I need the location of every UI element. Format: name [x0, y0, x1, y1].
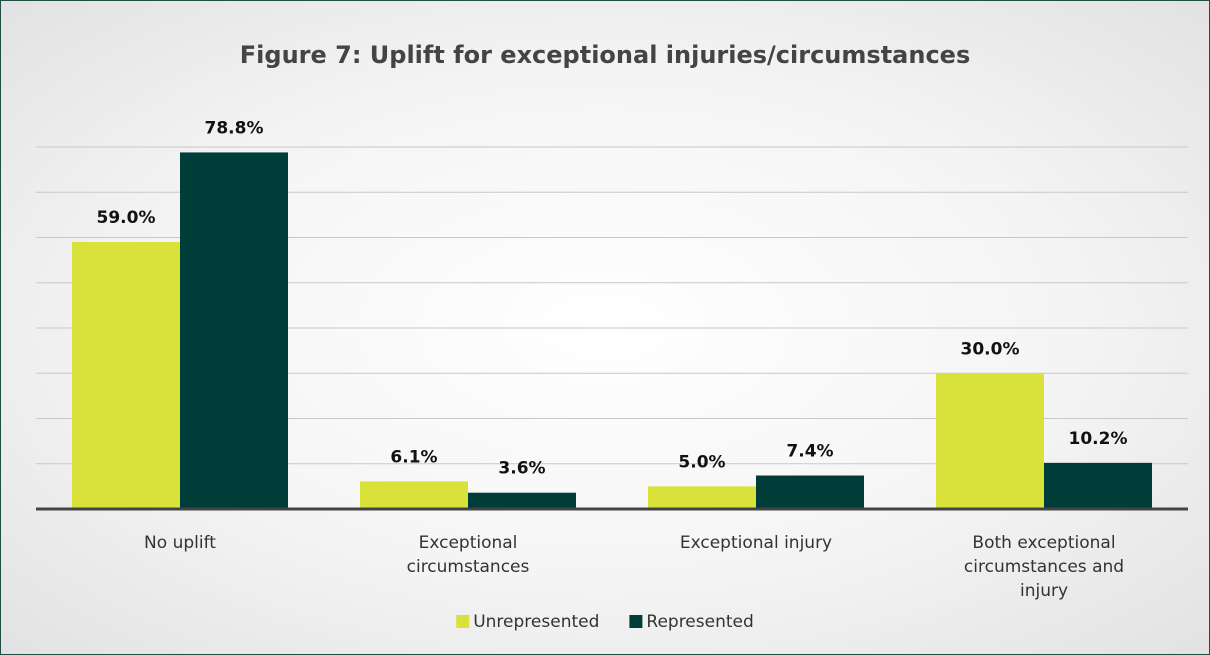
x-tick-label: No uplift — [144, 533, 216, 553]
bar — [360, 481, 468, 509]
legend-label: Represented — [646, 612, 753, 632]
bar — [72, 242, 180, 509]
legend-swatch — [456, 615, 470, 628]
data-label: 3.6% — [498, 459, 545, 479]
bar — [468, 492, 576, 509]
legend-swatch — [629, 615, 643, 628]
data-label: 59.0% — [97, 208, 156, 228]
data-label: 7.4% — [786, 442, 833, 462]
legend-label: Unrepresented — [473, 612, 599, 632]
data-label: 6.1% — [390, 447, 437, 467]
chart-title: Figure 7: Uplift for exceptional injurie… — [240, 41, 970, 69]
x-tick-label: Exceptional injury — [679, 533, 833, 553]
data-label: 10.2% — [1069, 429, 1128, 449]
bar — [648, 486, 756, 509]
data-label: 30.0% — [961, 339, 1020, 359]
x-tick-label: Both exceptional circumstances and injur… — [963, 533, 1125, 601]
bar — [180, 152, 288, 509]
data-label: 5.0% — [678, 452, 725, 472]
bar — [756, 475, 864, 509]
x-tick-label: Exceptional circumstances — [406, 533, 530, 577]
bar — [1044, 462, 1152, 509]
bar — [936, 373, 1044, 509]
data-label: 78.8% — [205, 118, 264, 138]
